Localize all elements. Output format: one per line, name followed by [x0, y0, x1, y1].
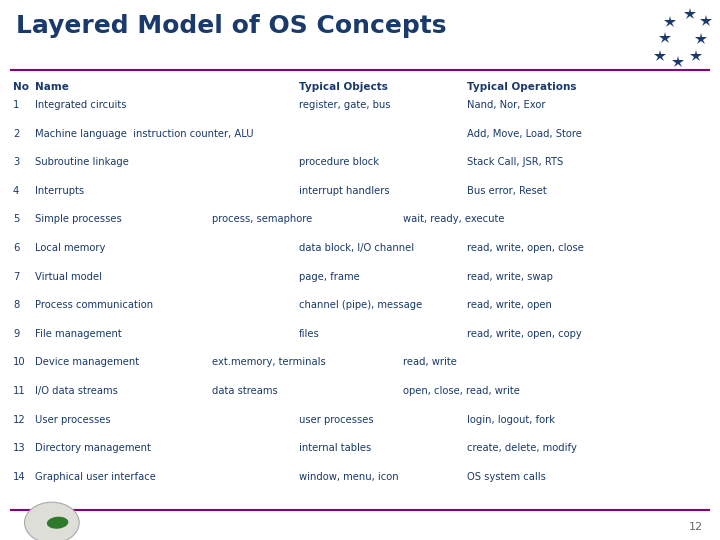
Text: Add, Move, Load, Store: Add, Move, Load, Store	[467, 129, 582, 139]
Text: Nand, Nor, Exor: Nand, Nor, Exor	[467, 100, 545, 110]
Text: data streams: data streams	[212, 386, 278, 396]
Text: interrupt handlers: interrupt handlers	[299, 186, 390, 196]
Circle shape	[24, 502, 79, 540]
Text: 6: 6	[13, 243, 19, 253]
Text: wait, ready, execute: wait, ready, execute	[403, 214, 505, 225]
Text: Bus error, Reset: Bus error, Reset	[467, 186, 546, 196]
Text: Typical Operations: Typical Operations	[467, 82, 576, 92]
Text: 7: 7	[13, 272, 19, 282]
Text: Machine language  instruction counter, ALU: Machine language instruction counter, AL…	[35, 129, 253, 139]
Text: 5: 5	[13, 214, 19, 225]
Text: 11: 11	[13, 386, 26, 396]
Text: 14: 14	[13, 472, 26, 482]
Text: channel (pipe), message: channel (pipe), message	[299, 300, 422, 310]
Text: login, logout, fork: login, logout, fork	[467, 415, 554, 425]
Text: Directory management: Directory management	[35, 443, 150, 454]
Text: process, semaphore: process, semaphore	[212, 214, 312, 225]
Text: Graphical user interface: Graphical user interface	[35, 472, 156, 482]
Text: files: files	[299, 329, 320, 339]
Text: 9: 9	[13, 329, 19, 339]
Text: 10: 10	[13, 357, 26, 368]
Text: Virtual model: Virtual model	[35, 272, 102, 282]
Text: I/O data streams: I/O data streams	[35, 386, 117, 396]
Text: 2: 2	[13, 129, 19, 139]
Text: 3: 3	[13, 157, 19, 167]
Text: User processes: User processes	[35, 415, 110, 425]
Text: window, menu, icon: window, menu, icon	[299, 472, 398, 482]
Text: ext.memory, terminals: ext.memory, terminals	[212, 357, 326, 368]
Text: Local memory: Local memory	[35, 243, 105, 253]
Text: 12: 12	[13, 415, 26, 425]
Text: 1: 1	[13, 100, 19, 110]
Text: Process communication: Process communication	[35, 300, 153, 310]
Ellipse shape	[47, 517, 68, 529]
Text: read, write, open, copy: read, write, open, copy	[467, 329, 581, 339]
Text: read, write, open, close: read, write, open, close	[467, 243, 583, 253]
Text: read, write, swap: read, write, swap	[467, 272, 552, 282]
Text: Simple processes: Simple processes	[35, 214, 121, 225]
Text: 8: 8	[13, 300, 19, 310]
Text: Integrated circuits: Integrated circuits	[35, 100, 126, 110]
Text: 13: 13	[13, 443, 26, 454]
Text: Name: Name	[35, 82, 68, 92]
Text: page, frame: page, frame	[299, 272, 359, 282]
Text: create, delete, modify: create, delete, modify	[467, 443, 577, 454]
Text: internal tables: internal tables	[299, 443, 371, 454]
Text: 4: 4	[13, 186, 19, 196]
Text: register, gate, bus: register, gate, bus	[299, 100, 390, 110]
Text: read, write, open: read, write, open	[467, 300, 552, 310]
Text: procedure block: procedure block	[299, 157, 379, 167]
Text: 12: 12	[689, 522, 703, 532]
Text: read, write: read, write	[403, 357, 457, 368]
Text: Typical Objects: Typical Objects	[299, 82, 387, 92]
Text: No: No	[13, 82, 29, 92]
Text: Layered Model of OS Concepts: Layered Model of OS Concepts	[16, 14, 446, 38]
Text: user processes: user processes	[299, 415, 374, 425]
Text: Stack Call, JSR, RTS: Stack Call, JSR, RTS	[467, 157, 563, 167]
Text: Interrupts: Interrupts	[35, 186, 84, 196]
Text: Subroutine linkage: Subroutine linkage	[35, 157, 128, 167]
Text: OS system calls: OS system calls	[467, 472, 546, 482]
Text: File management: File management	[35, 329, 121, 339]
Text: open, close, read, write: open, close, read, write	[403, 386, 520, 396]
Text: Device management: Device management	[35, 357, 139, 368]
Text: data block, I/O channel: data block, I/O channel	[299, 243, 414, 253]
